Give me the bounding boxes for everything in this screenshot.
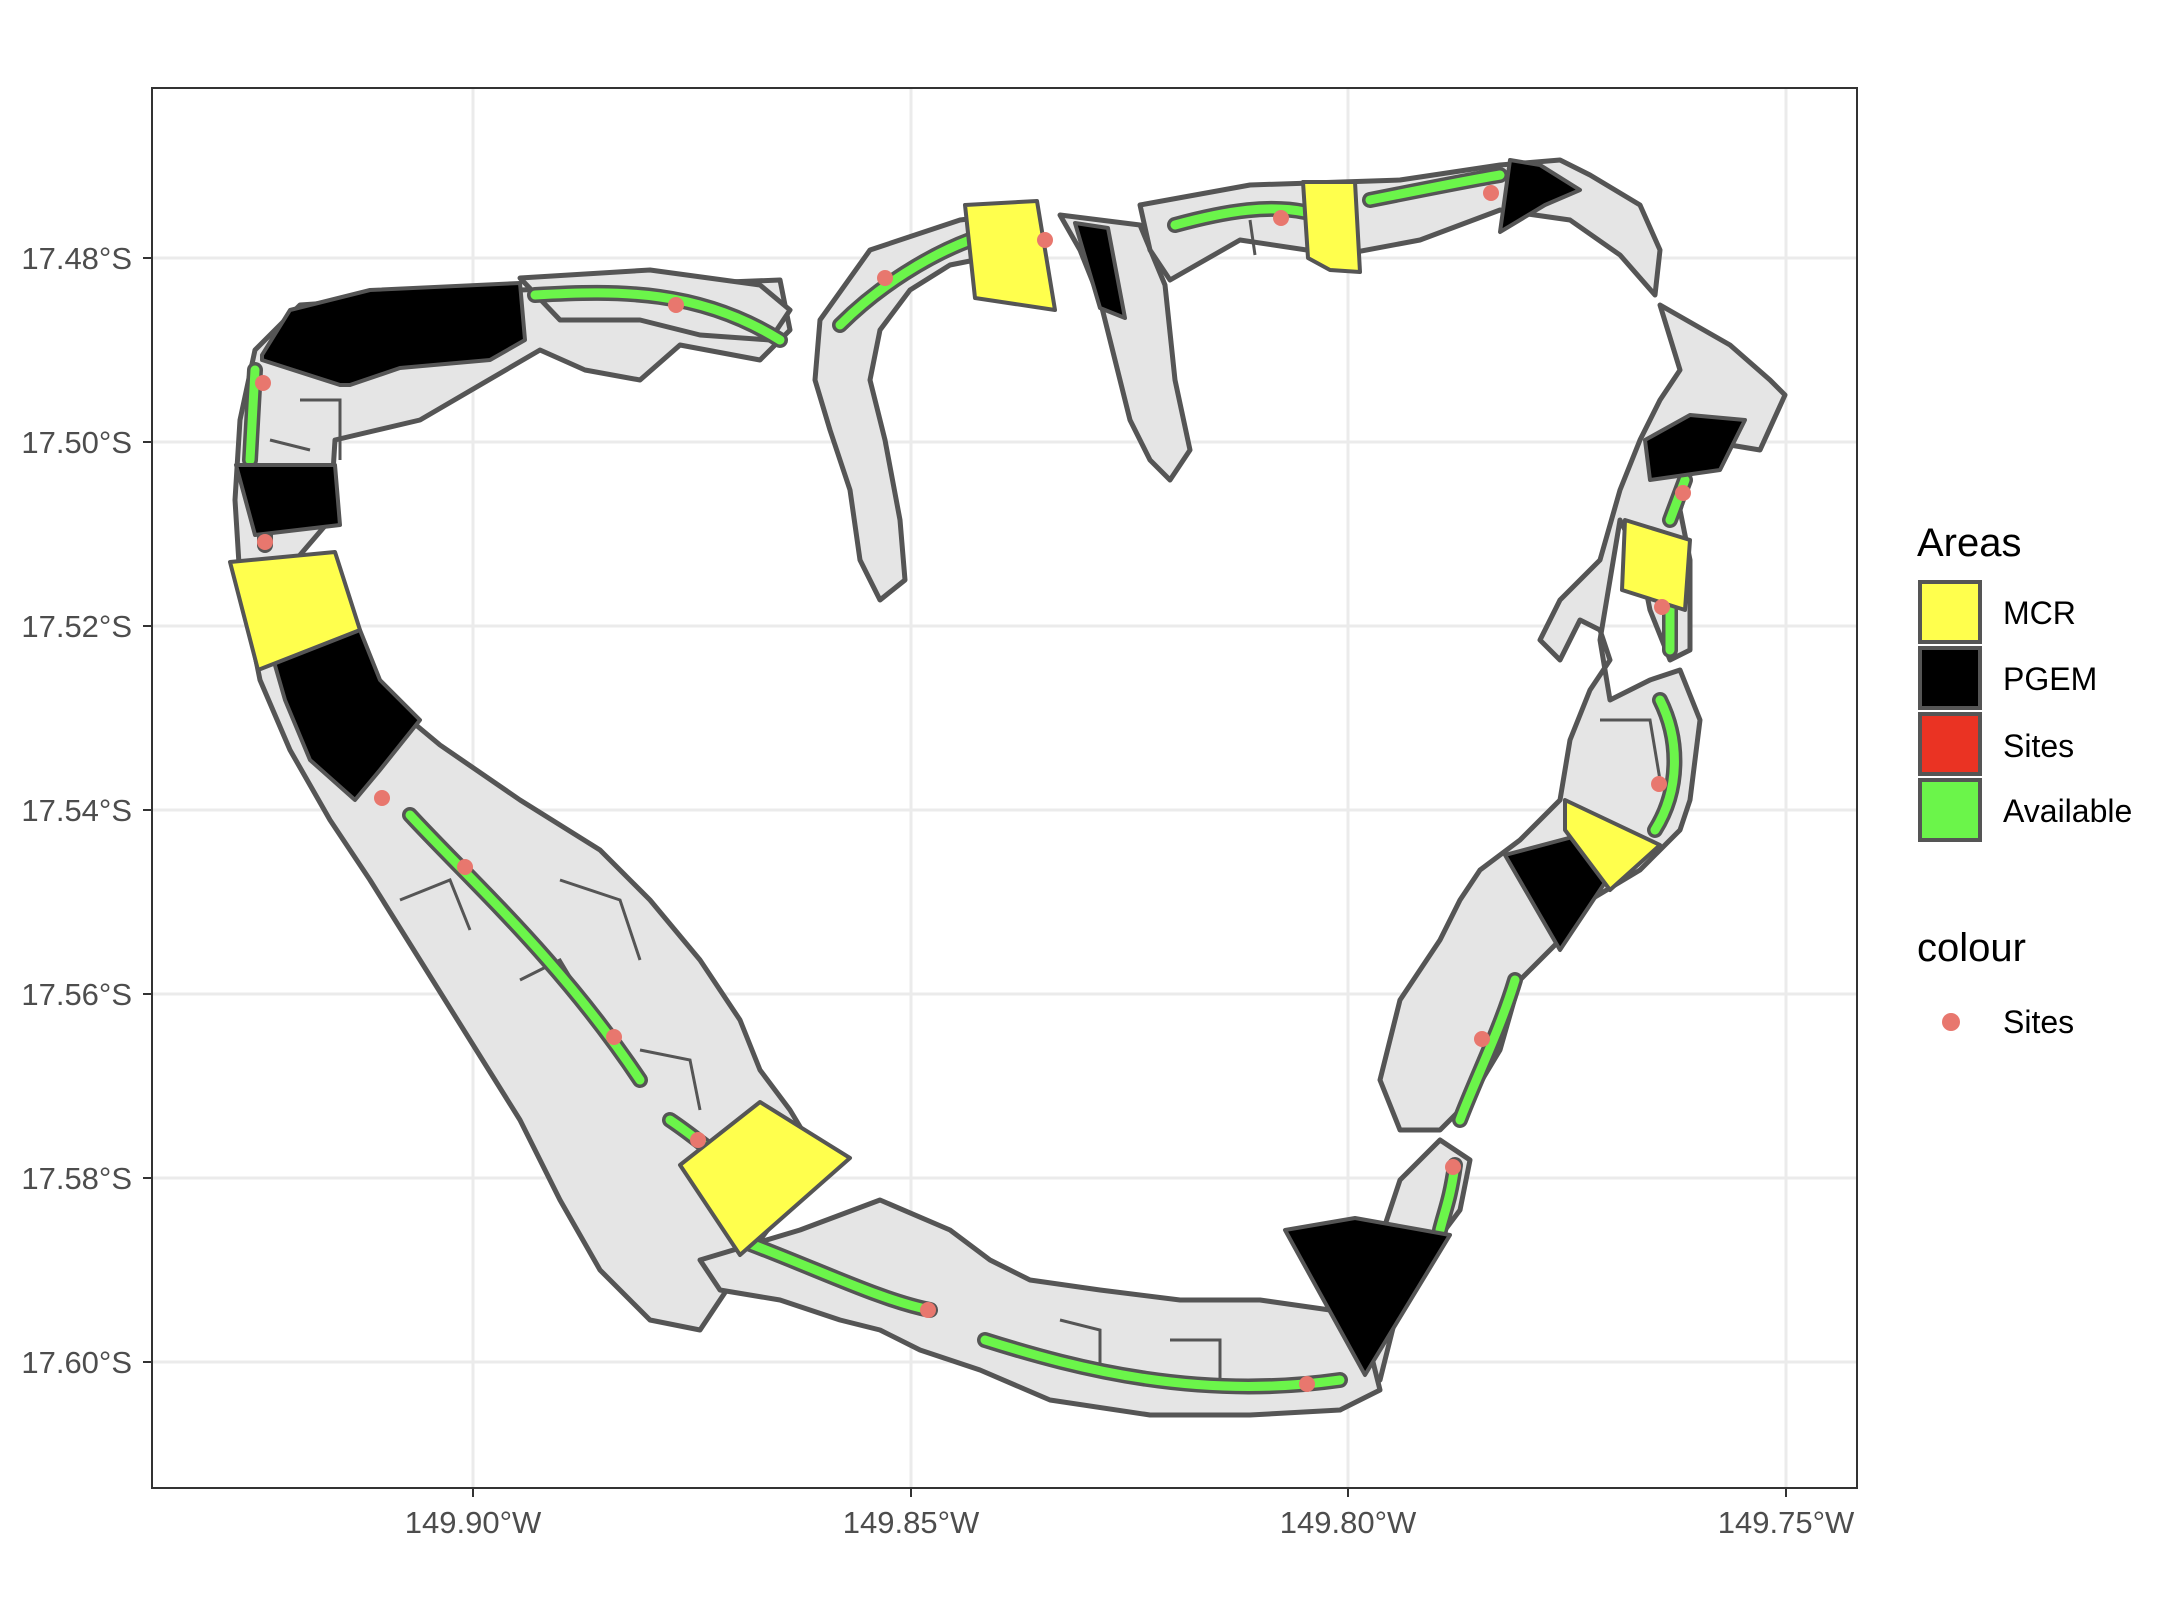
site-point xyxy=(690,1132,706,1148)
available-strip xyxy=(1455,975,1520,1125)
legend-label-mcr: MCR xyxy=(2003,595,2076,631)
pgem-area xyxy=(1643,413,1747,482)
legend-key-pgem xyxy=(1918,646,1982,710)
site-point xyxy=(668,297,684,313)
available-strip xyxy=(245,365,260,465)
x-axis-ticks xyxy=(472,1488,1787,1497)
legend-key-available xyxy=(1918,778,1982,842)
site-point xyxy=(257,534,273,550)
mcr-area xyxy=(1620,518,1692,612)
mcr-area xyxy=(1563,798,1662,892)
y-tick-label: 17.52°S xyxy=(21,609,132,644)
x-tick-label: 149.90°W xyxy=(405,1505,542,1540)
pgem-areas xyxy=(234,158,1747,1377)
legend-colour-title: colour xyxy=(1917,926,2026,970)
available-strip xyxy=(530,288,785,345)
site-point xyxy=(1273,210,1289,226)
legend-areas-title: Areas xyxy=(1917,521,2022,565)
mcr-areas xyxy=(228,180,1692,1257)
legend-key-mcr xyxy=(1918,580,1982,644)
legend-label-available: Available xyxy=(2003,793,2132,829)
available-strip xyxy=(1365,170,1505,205)
pgem-area xyxy=(1283,1216,1452,1377)
site-point xyxy=(1445,1159,1461,1175)
legend-label-sites: Sites xyxy=(2003,728,2074,764)
y-tick-label: 17.54°S xyxy=(21,793,132,828)
mcr-area xyxy=(1301,180,1362,274)
legend-key-sites xyxy=(1918,712,1982,776)
site-points xyxy=(255,185,1691,1392)
reef-east xyxy=(1377,302,1788,1133)
site-point xyxy=(920,1302,936,1318)
y-axis-labels: 17.48°S 17.50°S 17.52°S 17.54°S 17.56°S … xyxy=(21,241,132,1380)
available-areas-fill xyxy=(245,170,1690,1391)
mcr-area xyxy=(228,550,362,672)
panel-border xyxy=(151,87,1858,1489)
pgem-area xyxy=(1073,221,1127,320)
y-tick-label: 17.58°S xyxy=(21,1161,132,1196)
legend-areas: Areas MCR PGEM Sites Available xyxy=(1917,521,2132,842)
available-strip xyxy=(735,1235,935,1315)
pgem-area xyxy=(1498,158,1582,234)
available-strip xyxy=(1650,695,1679,835)
reef-south xyxy=(697,1197,1383,1418)
pgem-area xyxy=(260,281,527,387)
site-point xyxy=(1474,1031,1490,1047)
y-axis-ticks xyxy=(143,257,152,1363)
reef-west xyxy=(232,277,823,1333)
available-strip xyxy=(835,235,975,330)
mcr-area xyxy=(678,1100,852,1257)
x-tick-label: 149.85°W xyxy=(843,1505,980,1540)
site-point xyxy=(1299,1376,1315,1392)
pgem-area xyxy=(270,628,422,802)
site-point xyxy=(1654,599,1670,615)
y-tick-label: 17.48°S xyxy=(21,241,132,276)
site-point xyxy=(1037,232,1053,248)
legend-label-site-point: Sites xyxy=(2003,1004,2074,1040)
legend-colour: colour Sites xyxy=(1917,926,2074,1040)
site-point xyxy=(255,375,271,391)
legend-label-pgem: PGEM xyxy=(2003,661,2097,697)
x-tick-label: 149.75°W xyxy=(1718,1505,1855,1540)
site-point xyxy=(1651,776,1667,792)
y-tick-label: 17.60°S xyxy=(21,1345,132,1380)
site-point xyxy=(606,1029,622,1045)
available-strip xyxy=(1170,204,1310,230)
mcr-area xyxy=(963,199,1057,312)
site-point xyxy=(457,859,473,875)
site-point xyxy=(1675,485,1691,501)
site-point xyxy=(1483,185,1499,201)
x-tick-label: 149.80°W xyxy=(1280,1505,1417,1540)
available-strip xyxy=(980,1335,1345,1391)
x-axis-labels: 149.90°W 149.85°W 149.80°W 149.75°W xyxy=(405,1505,1855,1540)
pgem-area xyxy=(234,463,342,537)
site-point xyxy=(374,790,390,806)
y-tick-label: 17.56°S xyxy=(21,977,132,1012)
y-tick-label: 17.50°S xyxy=(21,425,132,460)
legend-key-site-point xyxy=(1942,1013,1960,1031)
site-point xyxy=(877,270,893,286)
